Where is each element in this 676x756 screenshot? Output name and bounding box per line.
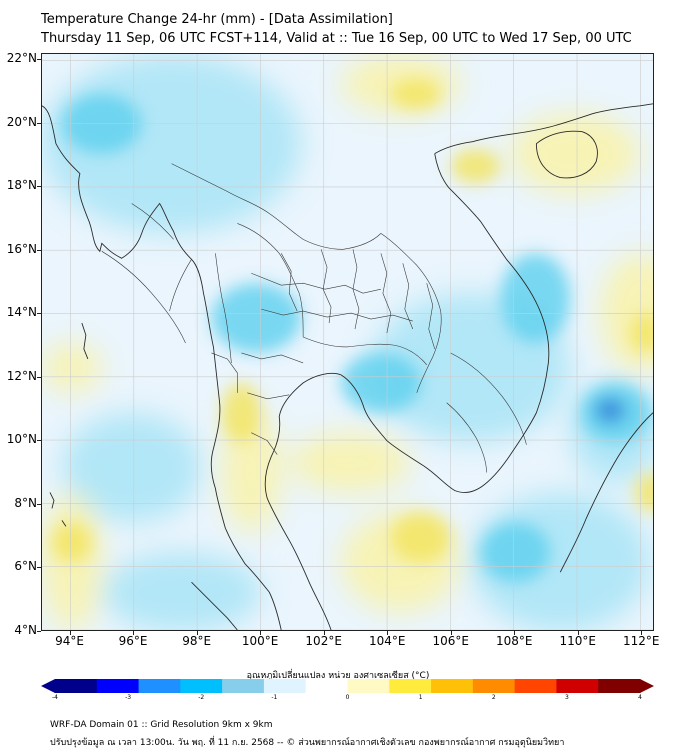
colorbar-cell (55, 679, 98, 693)
field-blob (630, 313, 653, 353)
field-blob (211, 283, 302, 353)
model-info: WRF-DA Domain 01 :: Grid Resolution 9km … (50, 720, 273, 730)
lon-label: 110°E (559, 634, 597, 648)
field-blob (595, 397, 626, 423)
colorbar-min-arrow (41, 679, 55, 693)
update-credit: ปรับปรุงข้อมูล ณ เวลา 13:00น. วัน พฤ. ที… (50, 738, 565, 748)
lat-tick (37, 440, 41, 442)
colorbar-tick: 3 (564, 694, 569, 701)
colorbar-cell (263, 679, 307, 693)
lat-tick (37, 567, 41, 569)
field-blob (101, 552, 262, 630)
lon-label: 94°E (55, 634, 84, 648)
colorbar-label: อุณหภูมิเปลี่ยนแปลง หน่วย องศาเซลเซียส (… (246, 671, 430, 681)
lon-label: 100°E (241, 634, 279, 648)
colorbar-cell (472, 679, 516, 693)
field-blob (500, 253, 571, 343)
colorbar-cell (431, 679, 474, 693)
lon-tick (641, 631, 643, 635)
colorbar-tick: 1 (418, 694, 423, 701)
lat-tick (37, 59, 41, 61)
lat-label: 18°N (6, 178, 37, 193)
colorbar-max-arrow (640, 679, 654, 693)
lat-tick (37, 249, 41, 251)
lat-label: 10°N (6, 432, 37, 447)
field-blob (635, 472, 653, 513)
colorbar-tick: -3 (125, 694, 132, 701)
lat-tick (37, 376, 41, 378)
lon-tick (387, 631, 389, 635)
field-blob (341, 352, 421, 413)
lon-label: 106°E (432, 634, 469, 648)
colorbar-cell (96, 679, 140, 693)
map-gridlines (42, 54, 653, 630)
field-blob (450, 148, 501, 184)
colorbar-tick: 2 (491, 694, 496, 701)
colorbar-cell (389, 679, 432, 693)
colorbar-cell (556, 679, 599, 693)
field-blob (291, 432, 411, 493)
colorbar-cell (180, 679, 223, 693)
colorbar (41, 679, 654, 693)
lon-tick (323, 631, 325, 635)
admin-borders (101, 163, 527, 473)
lon-tick (133, 631, 135, 635)
lon-label: 108°E (495, 634, 533, 648)
field-blob (480, 522, 551, 583)
coastline (42, 103, 653, 630)
colorbar-cell (222, 679, 265, 693)
lon-tick (69, 631, 71, 635)
colorbar-tick: -1 (271, 694, 278, 701)
colorbar-cell (347, 679, 390, 693)
lon-label: 98°E (182, 634, 212, 648)
colorbar-cell (514, 679, 557, 693)
field-blob (42, 342, 102, 393)
map-subtitle: Thursday 11 Sep, 06 UTC FCST+114, Valid … (41, 31, 632, 46)
map-title: Temperature Change 24-hr (mm) - [Data As… (41, 12, 393, 27)
lat-label: 6°N (14, 559, 37, 574)
lat-tick (37, 313, 41, 315)
colorbar-tick: 4 (638, 694, 642, 701)
lon-label: 112°E (623, 634, 660, 648)
lon-tick (196, 631, 198, 635)
lon-tick (577, 631, 579, 635)
lat-label: 22°N (6, 51, 37, 66)
field-blob (510, 113, 641, 194)
temperature-field-detail (51, 78, 653, 583)
lon-tick (450, 631, 452, 635)
lon-label: 104°E (368, 634, 406, 648)
lat-tick (37, 122, 41, 124)
colorbar-cell (305, 679, 348, 693)
lon-tick (260, 631, 262, 635)
lat-label: 20°N (6, 114, 37, 129)
lat-label: 4°N (14, 623, 37, 637)
lon-label: 102°E (305, 634, 342, 648)
field-blob (221, 412, 282, 533)
lat-label: 14°N (6, 305, 37, 320)
field-blob (390, 78, 441, 109)
lat-tick (37, 503, 41, 505)
lat-label: 8°N (14, 495, 37, 510)
colorbar-tick: -4 (52, 694, 58, 701)
lat-label: 16°N (6, 241, 37, 256)
colorbar-tick: 0 (345, 694, 350, 701)
temperature-change-map (41, 53, 654, 631)
field-blob (51, 522, 92, 563)
colorbar-tick: -2 (198, 694, 205, 701)
lat-tick (37, 631, 41, 632)
lon-label: 96°E (118, 634, 148, 648)
field-blob (390, 512, 451, 563)
lat-tick (37, 186, 41, 188)
colorbar-cell (138, 679, 181, 693)
colorbar-cell (598, 679, 641, 693)
lon-tick (514, 631, 516, 635)
field-blob (221, 382, 262, 443)
lat-label: 12°N (6, 368, 37, 383)
